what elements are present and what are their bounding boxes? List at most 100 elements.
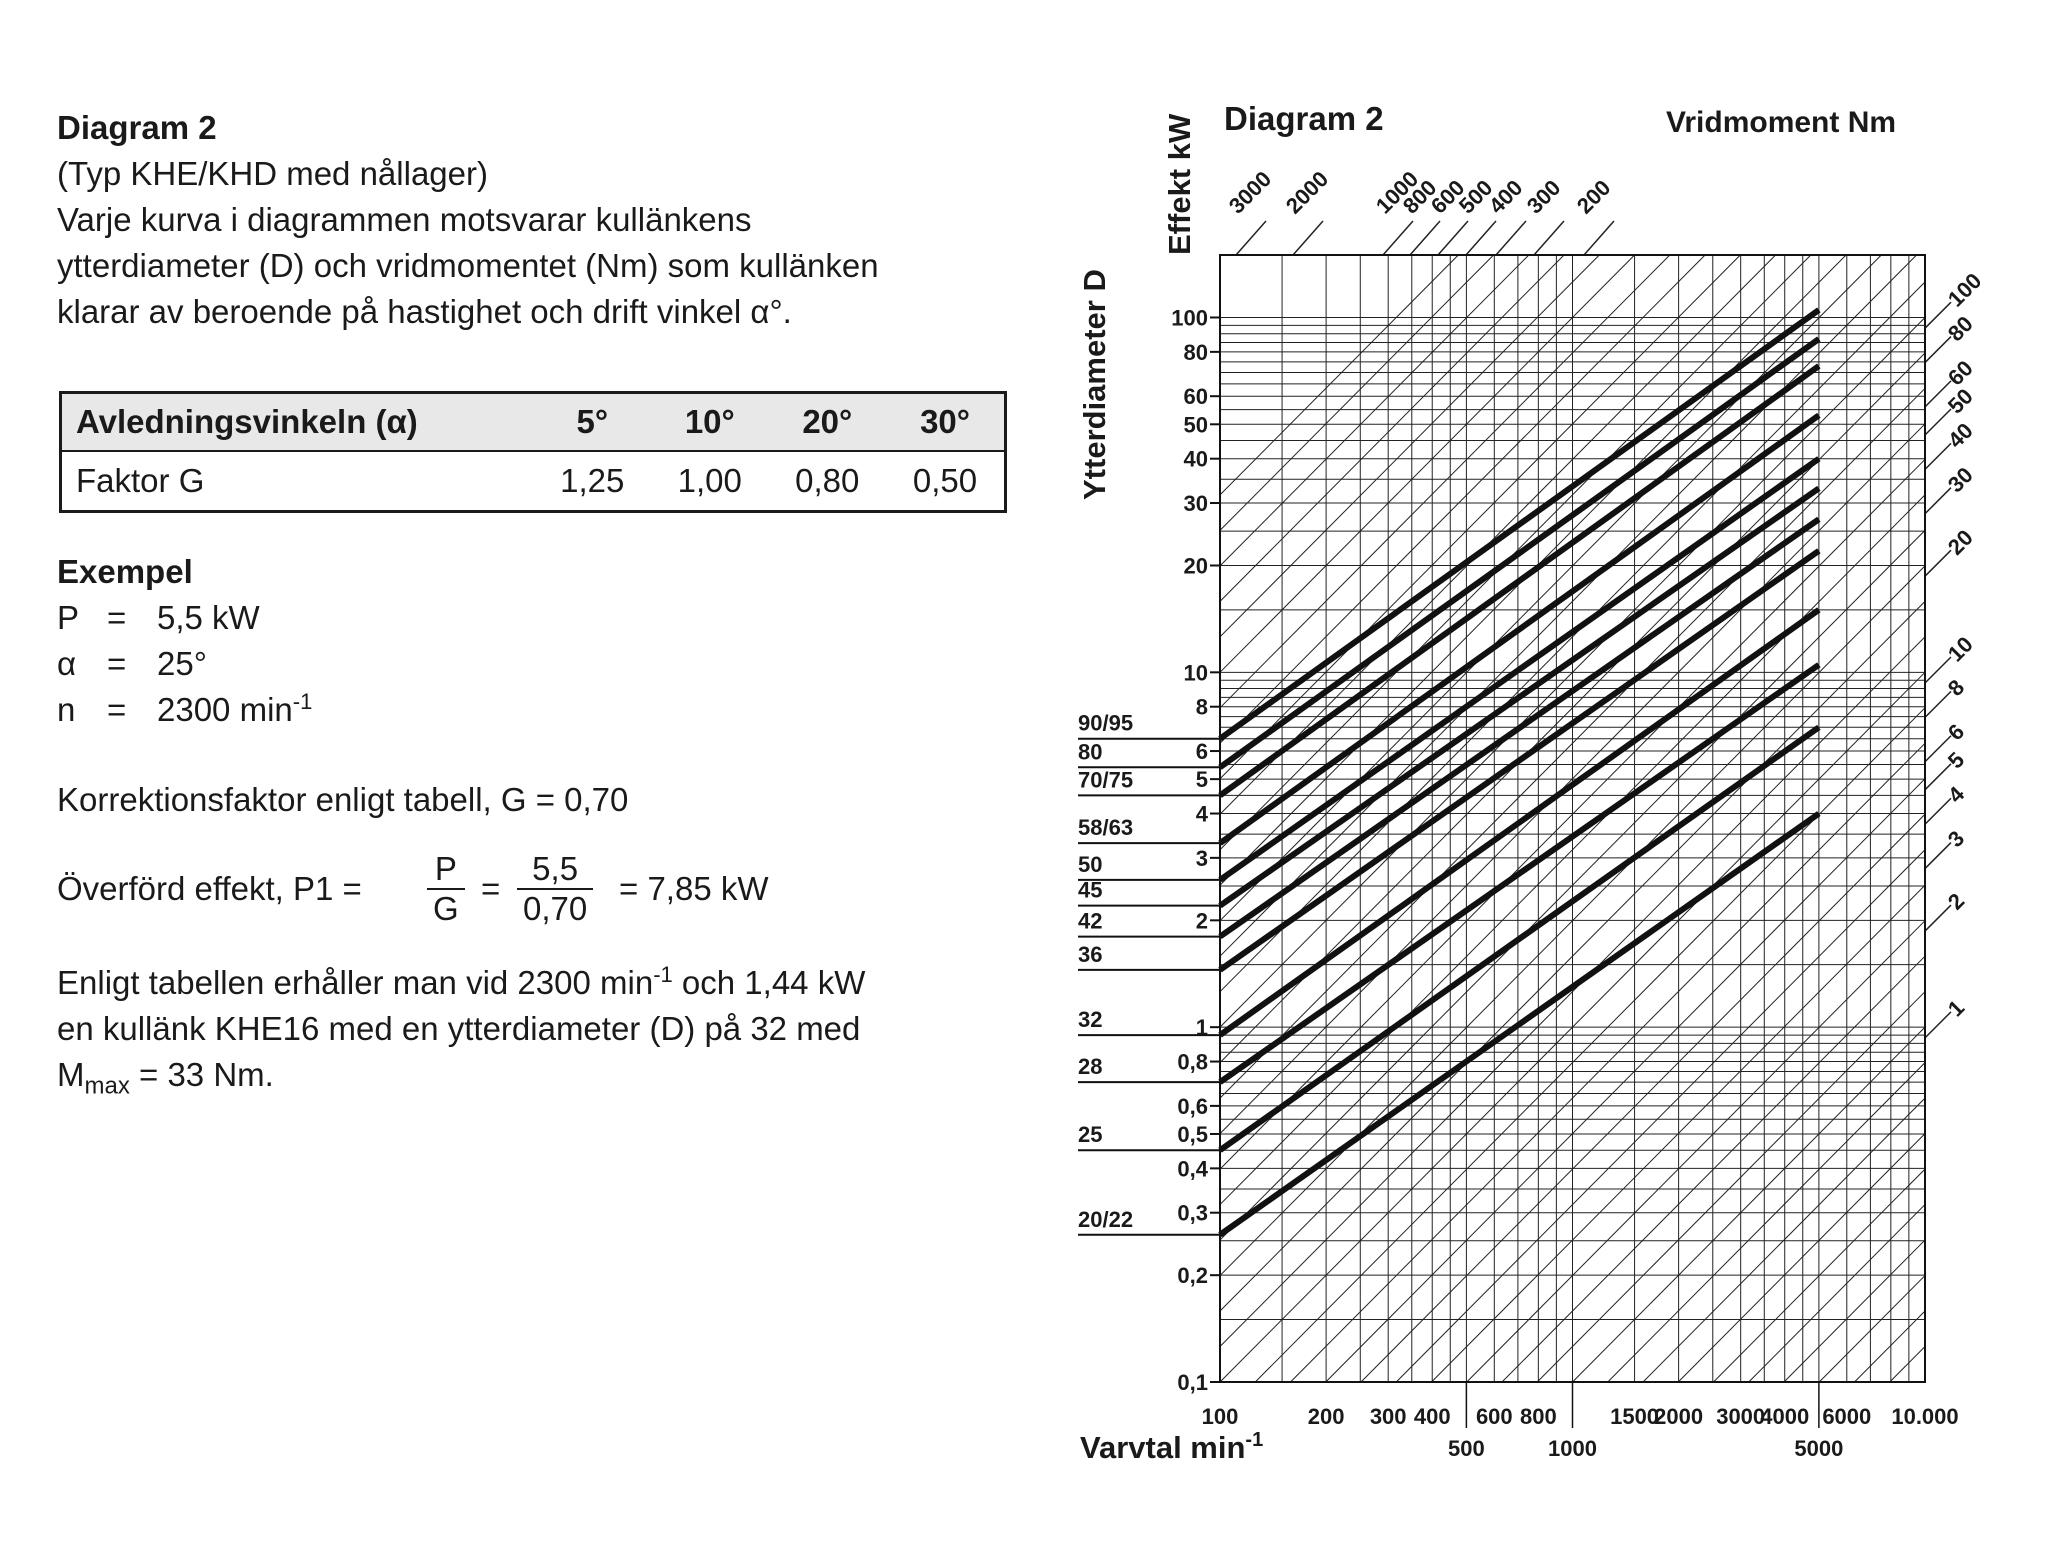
diameter-label: 42 bbox=[1078, 909, 1102, 934]
torque-label-tick bbox=[1924, 336, 1952, 364]
y-tick-label: 80 bbox=[1184, 340, 1208, 365]
torque-diagonal bbox=[1713, 1168, 1926, 1383]
torque-diagonal bbox=[1677, 1133, 1926, 1383]
y-tick-label: 40 bbox=[1184, 447, 1208, 472]
torque-diagonal bbox=[1219, 601, 1926, 1312]
torque-diagonal bbox=[1536, 991, 1926, 1383]
series-line bbox=[1218, 811, 1821, 1238]
result-line-3: Mmax = 33 Nm. bbox=[57, 1055, 274, 1098]
torque-label-right: 30 bbox=[1943, 462, 1978, 497]
result-line-3-tail: = 33 Nm. bbox=[129, 1056, 274, 1093]
diameter-label: 36 bbox=[1078, 942, 1102, 967]
torque-diagonal bbox=[1219, 254, 1459, 496]
torque-diagonal bbox=[1854, 1310, 1926, 1383]
series-line bbox=[1218, 662, 1821, 1085]
torque-label-right: 80 bbox=[1943, 311, 1978, 346]
torque-label-right: 10 bbox=[1943, 632, 1978, 667]
torque-diagonal bbox=[1572, 1026, 1926, 1383]
diameter-label: 28 bbox=[1078, 1054, 1102, 1079]
torque-diagonal bbox=[1219, 317, 1926, 1028]
torque-label-top: 200 bbox=[1572, 175, 1616, 219]
table-header-cell: 10° bbox=[651, 392, 769, 452]
y-tick-label: 10 bbox=[1184, 660, 1208, 685]
torque-diagonal bbox=[1219, 254, 1671, 709]
example-n-lhs: n bbox=[57, 691, 76, 728]
torque-diagonal bbox=[1889, 1346, 1926, 1383]
y-tick-label: 2 bbox=[1196, 908, 1208, 933]
description-line-1: Varje kurva i diagrammen motsvarar kullä… bbox=[57, 201, 752, 238]
torque-label-top: 300 bbox=[1522, 175, 1566, 219]
torque-label-right: 3 bbox=[1943, 826, 1969, 852]
series-line bbox=[1218, 724, 1821, 1153]
fraction-p-over-g: P G bbox=[427, 850, 465, 928]
x-tick-label: 600 bbox=[1476, 1404, 1513, 1429]
y-tick-label: 0,4 bbox=[1177, 1156, 1208, 1181]
torque-diagonal bbox=[1219, 494, 1926, 1205]
torque-label-tick bbox=[1465, 220, 1497, 256]
torque-label-top: 2000 bbox=[1281, 166, 1333, 218]
torque-diagonal bbox=[1219, 530, 1926, 1241]
chart-header: Diagram 2 Vridmoment Nm Effekt kW Ytterd… bbox=[1077, 100, 1896, 1465]
torque-diagonal bbox=[1219, 254, 1565, 602]
fraction-p-over-g-denominator: G bbox=[433, 890, 459, 927]
torque-diagonal bbox=[1219, 352, 1926, 1063]
y-tick-label: 0,8 bbox=[1177, 1050, 1208, 1075]
table-cell: 1,25 bbox=[560, 462, 625, 499]
x-tick-label: 100 bbox=[1202, 1404, 1239, 1429]
torque-diagonal bbox=[1501, 955, 1926, 1383]
example-n-line: n = 2300 min-1 bbox=[57, 690, 312, 730]
result-line-1-text: Enligt tabellen erhåller man vid 2300 mi… bbox=[57, 964, 654, 1001]
torque-label-tick bbox=[1533, 220, 1565, 256]
torque-label-tick bbox=[1924, 442, 1952, 470]
torque-label-tick bbox=[1235, 220, 1267, 256]
correction-factor-text: Korrektionsfaktor enligt tabell, G = 0,7… bbox=[57, 781, 629, 818]
x-tick-label: 400 bbox=[1414, 1404, 1451, 1429]
diameter-label: 90/95 bbox=[1078, 711, 1133, 736]
x-axis-title-exponent: -1 bbox=[1245, 1429, 1263, 1451]
diameter-label: 32 bbox=[1078, 1007, 1102, 1032]
factor-table-header: Avledningsvinkeln (α) 5° 10° 20° 30° bbox=[60, 392, 1006, 452]
torque-label-tick bbox=[1924, 763, 1952, 791]
x-tick-label: 4000 bbox=[1760, 1404, 1809, 1429]
torque-diagonal bbox=[1290, 742, 1926, 1383]
x-tick-label: 300 bbox=[1370, 1404, 1407, 1429]
torque-diagonal bbox=[1466, 920, 1926, 1383]
fraction-p-over-g-numerator: P bbox=[427, 850, 465, 890]
example-p-eq: = bbox=[107, 599, 127, 636]
diameter-axis-title: Ytterdiameter D bbox=[1077, 269, 1112, 500]
subtitle: (Typ KHE/KHD med nållager) bbox=[57, 155, 488, 192]
table-cell: 0,80 bbox=[795, 462, 860, 499]
torque-diagonal bbox=[1219, 254, 1917, 957]
torque-diagonal bbox=[1219, 636, 1926, 1347]
y-tick-label: 60 bbox=[1184, 384, 1208, 409]
diameter-label: 58/63 bbox=[1078, 815, 1133, 840]
torque-label-right: 40 bbox=[1943, 418, 1978, 453]
torque-diagonal bbox=[1783, 1239, 1926, 1383]
torque-label-tick bbox=[1924, 1011, 1952, 1039]
torque-diagonal bbox=[1219, 254, 1635, 673]
torque-label-right: 8 bbox=[1943, 675, 1969, 701]
description-line-2: ytterdiameter (D) och vridmomentet (Nm) … bbox=[57, 247, 879, 284]
torque-label-tick bbox=[1583, 220, 1615, 256]
torque-label-tick bbox=[1924, 549, 1952, 577]
torque-label-right: 2 bbox=[1943, 888, 1969, 914]
example-n-exponent: -1 bbox=[292, 689, 313, 714]
torque-label-right: 20 bbox=[1943, 525, 1978, 560]
torque-diagonal bbox=[1219, 459, 1926, 1170]
diameter-label: 20/22 bbox=[1078, 1207, 1133, 1232]
table-cell: 1,00 bbox=[677, 462, 742, 499]
x-tick-label: 200 bbox=[1308, 1404, 1345, 1429]
y-axis-title: Effekt kW bbox=[1162, 113, 1197, 255]
x-tick-label: 10.000 bbox=[1891, 1404, 1958, 1429]
example-n-value-text: 2300 min bbox=[157, 691, 293, 728]
y-tick-label: 100 bbox=[1171, 305, 1208, 330]
torque-diagonal bbox=[1219, 254, 1530, 567]
y-tick-label: 0,5 bbox=[1177, 1122, 1208, 1147]
diameter-label: 25 bbox=[1078, 1122, 1102, 1147]
transferred-power-result: = 7,85 kW bbox=[619, 870, 769, 907]
torque-label-tick bbox=[1924, 735, 1952, 763]
y-tick-label: 0,1 bbox=[1177, 1370, 1208, 1395]
torque-diagonal bbox=[1642, 1097, 1926, 1383]
